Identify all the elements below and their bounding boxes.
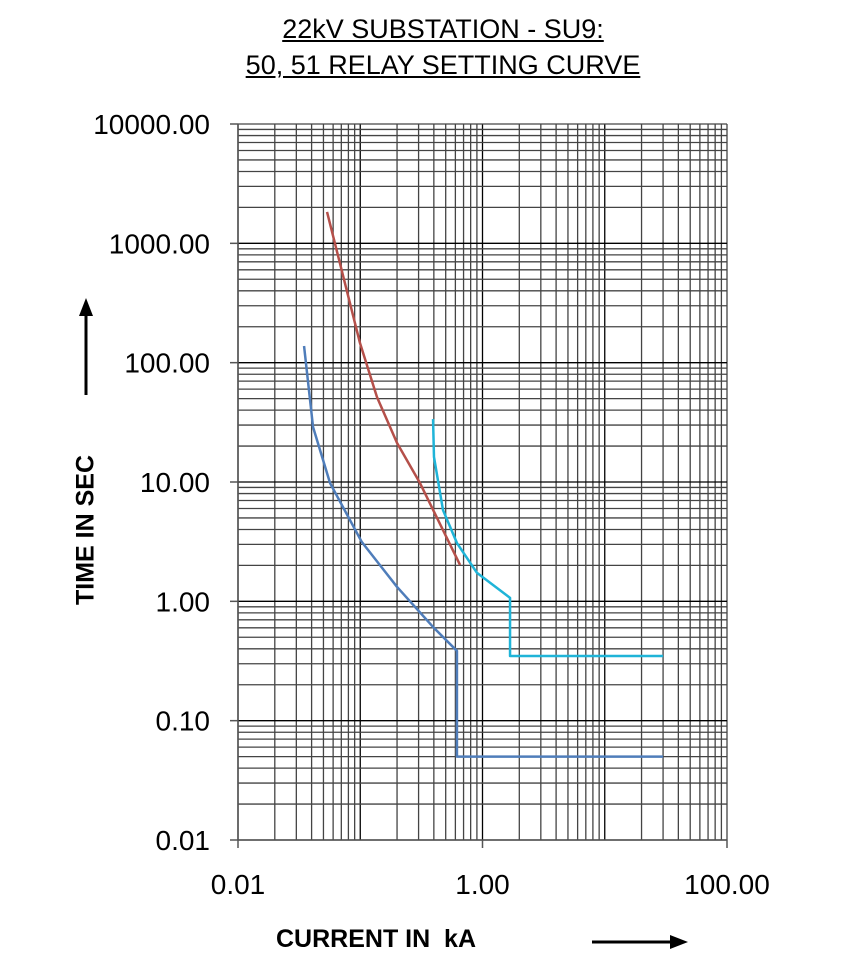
chart-title-line2: 50, 51 RELAY SETTING CURVE (245, 50, 641, 80)
y-tick-label: 10.00 (140, 467, 210, 498)
y-tick-label: 0.01 (156, 825, 211, 856)
y-tick-label: 1.00 (156, 586, 211, 617)
series-curve-red (325, 211, 462, 566)
y-tick-label: 10000.00 (93, 109, 210, 140)
x-axis-label: CURRENT IN kA (276, 925, 477, 953)
chart-title-line1: 22kV SUBSTATION - SU9: (282, 14, 604, 44)
x-tick-label: 100.00 (684, 869, 770, 900)
right-arrow-head-icon (670, 935, 688, 949)
y-tick-label: 100.00 (124, 348, 210, 379)
x-tick-label: 0.01 (211, 869, 266, 900)
y-tick-label: 0.10 (156, 706, 211, 737)
x-tick-label: 1.00 (455, 869, 510, 900)
y-axis-label: TIME IN SEC (71, 454, 100, 606)
series-curve-blue (302, 345, 664, 758)
series-curve-cyan (431, 419, 664, 658)
up-arrow-head-icon (79, 298, 93, 316)
y-tick-label: 1000.00 (109, 228, 210, 259)
